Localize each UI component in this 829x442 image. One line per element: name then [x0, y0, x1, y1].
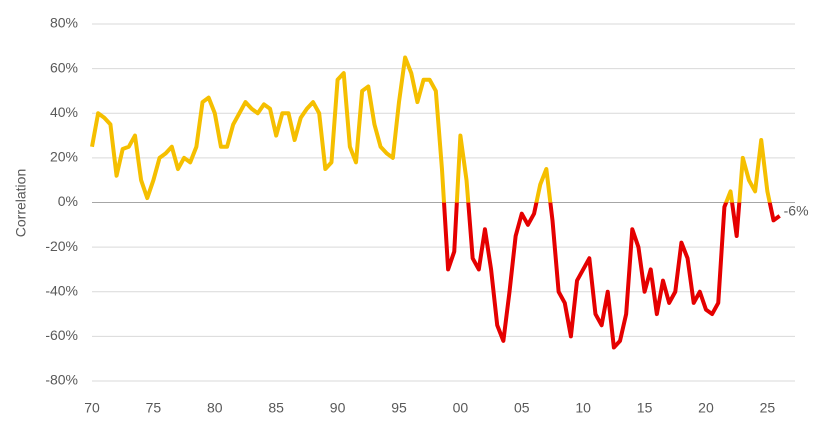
y-tick-label: -20%	[45, 238, 78, 254]
x-tick-label: 05	[514, 400, 530, 416]
x-tick-label: 90	[330, 400, 346, 416]
x-tick-label: 75	[146, 400, 162, 416]
x-tick-label: 15	[637, 400, 653, 416]
y-tick-label: -60%	[45, 327, 78, 343]
x-tick-label: 70	[84, 400, 100, 416]
y-tick-label: -80%	[45, 372, 78, 388]
y-tick-label: 20%	[50, 149, 78, 165]
x-tick-label: 85	[268, 400, 284, 416]
y-tick-label: 60%	[50, 59, 78, 75]
y-tick-label: -40%	[45, 282, 78, 298]
x-tick-label: 25	[760, 400, 776, 416]
end-label: -6%	[784, 203, 809, 219]
y-tick-label: 0%	[58, 193, 78, 209]
x-tick-label: 00	[453, 400, 469, 416]
y-axis-label: Correlation	[13, 169, 29, 237]
x-tick-label: 80	[207, 400, 223, 416]
y-tick-label: 40%	[50, 104, 78, 120]
x-tick-label: 20	[698, 400, 714, 416]
line-negative	[442, 202, 781, 350]
x-tick-label: 95	[391, 400, 407, 416]
x-tick-label: 10	[575, 400, 591, 416]
y-tick-label: 80%	[50, 15, 78, 31]
line-positive	[90, 55, 772, 203]
